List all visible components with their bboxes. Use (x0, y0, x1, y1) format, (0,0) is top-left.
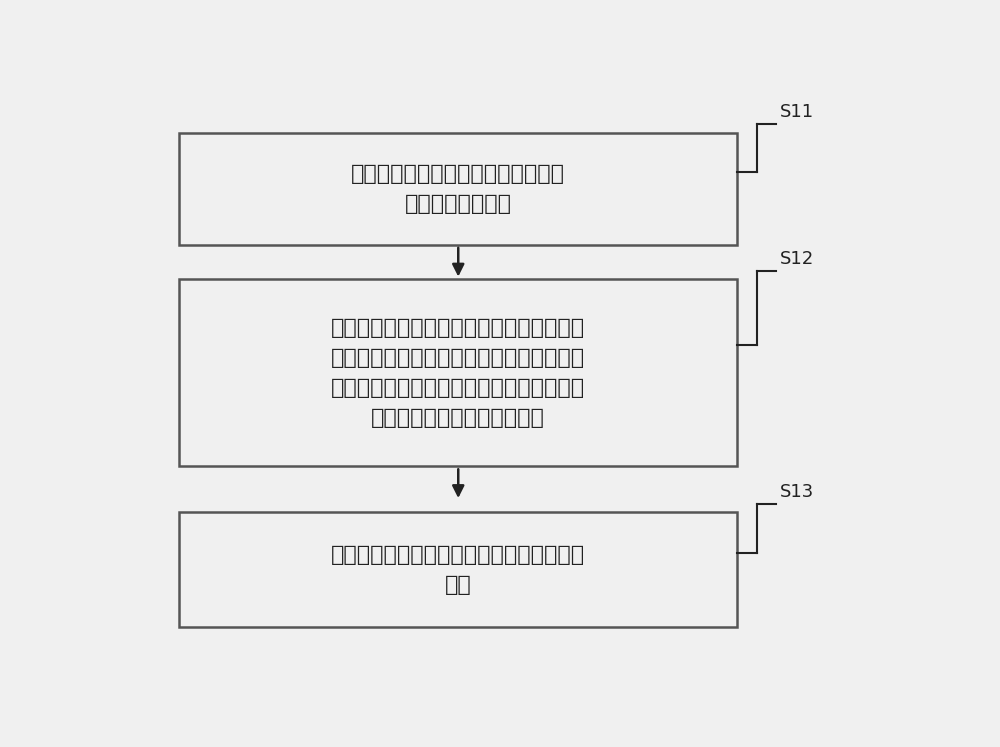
Bar (179, 279, 737, 466)
Text: 数据和功能数据进行比对，确定与遥控代码: 数据和功能数据进行比对，确定与遥控代码 (331, 378, 585, 398)
Text: S11: S11 (780, 103, 814, 121)
Bar (179, 512, 737, 627)
Text: 能数据与存储的遥控指令信息中的被控产品: 能数据与存储的遥控指令信息中的被控产品 (331, 348, 585, 368)
Text: S12: S12 (780, 250, 814, 268)
Text: 发送匹配的遥控指令信息中的所述指令代码: 发送匹配的遥控指令信息中的所述指令代码 (331, 545, 585, 565)
Text: 将遥控代码请求信息中的被控产品数据和功: 将遥控代码请求信息中的被控产品数据和功 (331, 318, 585, 338)
Bar (179, 133, 737, 245)
Text: 请求信息匹配的遥控指令信息: 请求信息匹配的遥控指令信息 (371, 408, 545, 428)
Text: 数据: 数据 (445, 575, 472, 595)
Text: 接收包括被控产品数据和功能数据的: 接收包括被控产品数据和功能数据的 (351, 164, 565, 184)
Text: S13: S13 (780, 483, 814, 501)
Text: 遥控代码请求信息: 遥控代码请求信息 (405, 193, 512, 214)
